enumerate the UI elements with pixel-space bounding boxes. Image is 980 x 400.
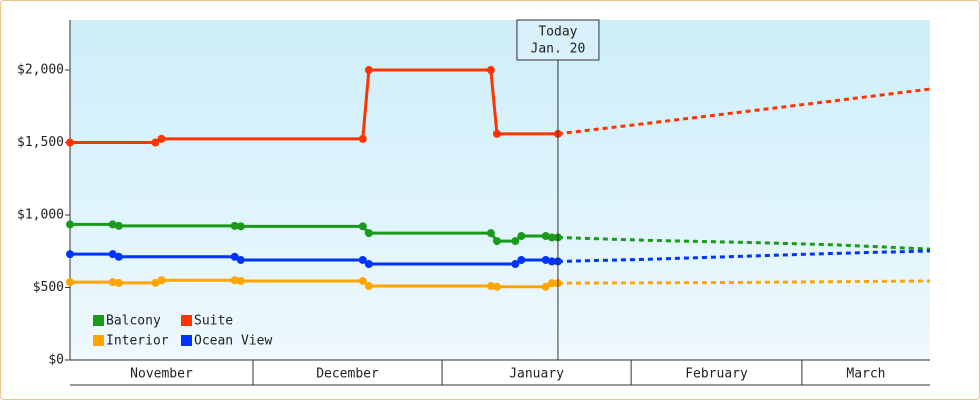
today-box <box>516 19 600 61</box>
point <box>517 255 526 264</box>
y-tick-label: $0 <box>48 353 64 368</box>
point <box>511 260 520 269</box>
point <box>547 233 556 242</box>
y-tick-label: $500 <box>33 280 64 295</box>
point <box>157 276 166 285</box>
point <box>486 229 495 238</box>
point <box>358 134 367 143</box>
y-tick-label: $1,500 <box>17 135 64 150</box>
forecast-line <box>557 249 931 263</box>
forecast-line <box>557 235 931 251</box>
point <box>511 237 520 246</box>
point <box>114 278 123 287</box>
legend-label: Interior <box>106 334 169 349</box>
series-line <box>70 222 558 243</box>
legend-swatch <box>93 315 104 326</box>
point <box>230 252 239 261</box>
today-label: Today <box>538 25 577 40</box>
plot-area <box>70 20 930 360</box>
point <box>547 257 556 266</box>
today-label: Jan. 20 <box>531 42 586 57</box>
point <box>547 279 556 288</box>
y-tick-label: $1,000 <box>17 208 64 223</box>
legend-label: Suite <box>194 314 233 329</box>
point <box>358 255 367 264</box>
legend-swatch <box>181 335 192 346</box>
point <box>236 255 245 264</box>
series-line <box>70 278 558 289</box>
point <box>492 129 501 138</box>
point <box>492 237 501 246</box>
forecast-line <box>557 87 931 136</box>
point <box>108 220 117 229</box>
point <box>151 278 160 287</box>
point <box>108 250 117 259</box>
point <box>364 282 373 291</box>
point <box>358 222 367 231</box>
point <box>364 260 373 269</box>
legend-swatch <box>93 335 104 346</box>
point <box>358 276 367 285</box>
point <box>66 278 74 287</box>
point <box>151 138 160 147</box>
x-tick-label: November <box>130 367 193 382</box>
point <box>486 282 495 291</box>
point <box>157 134 166 143</box>
forecast-line <box>557 279 931 285</box>
point <box>236 222 245 231</box>
point <box>108 278 117 287</box>
point <box>114 252 123 261</box>
point <box>517 232 526 241</box>
point <box>541 255 550 264</box>
legend-swatch <box>181 315 192 326</box>
point <box>114 221 123 230</box>
x-tick-label: February <box>685 367 748 382</box>
point <box>486 66 495 75</box>
point <box>541 282 550 291</box>
point <box>66 250 74 259</box>
point <box>230 221 239 230</box>
x-tick-label: January <box>509 367 564 382</box>
legend-label: Ocean View <box>194 334 272 349</box>
point <box>236 276 245 285</box>
point <box>66 138 74 147</box>
point <box>364 66 373 75</box>
x-tick-label: December <box>316 367 379 382</box>
point <box>230 276 239 285</box>
x-tick-label: March <box>846 367 885 382</box>
legend-label: Balcony <box>106 314 161 329</box>
point <box>541 232 550 241</box>
point <box>492 282 501 291</box>
point <box>66 220 74 229</box>
y-tick-label: $2,000 <box>17 63 64 78</box>
point <box>364 229 373 238</box>
